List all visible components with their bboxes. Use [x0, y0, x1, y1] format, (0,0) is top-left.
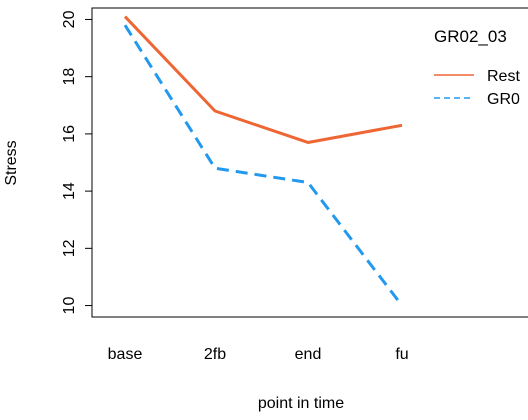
plot-frame [91, 7, 528, 318]
series-line-gr0 [123, 24, 404, 307]
x-tick-label: base [108, 346, 143, 363]
legend-title: GR02_03 [434, 27, 507, 46]
legend-label-rest: Rest [487, 68, 520, 85]
y-tick-label: 18 [61, 68, 78, 86]
x-tick-label: fu [395, 346, 408, 363]
y-tick-label: 10 [61, 297, 78, 315]
legend-label-gr0: GR0 [487, 91, 520, 108]
y-axis: 10 12 14 16 18 20 [61, 10, 93, 315]
y-tick-label: 12 [61, 239, 78, 257]
x-axis-title: point in time [258, 395, 344, 412]
legend: GR02_03 Rest GR0 [434, 27, 520, 108]
x-tick-label: 2fb [204, 346, 226, 363]
x-tick-label: end [295, 346, 322, 363]
y-tick-label: 14 [61, 182, 78, 200]
series-line-rest [123, 15, 403, 144]
x-axis: base 2fb end fu [108, 346, 409, 363]
y-tick-label: 16 [61, 125, 78, 143]
y-axis-title: Stress [3, 140, 20, 185]
y-tick-label: 20 [61, 10, 78, 28]
series-layer [123, 15, 404, 307]
